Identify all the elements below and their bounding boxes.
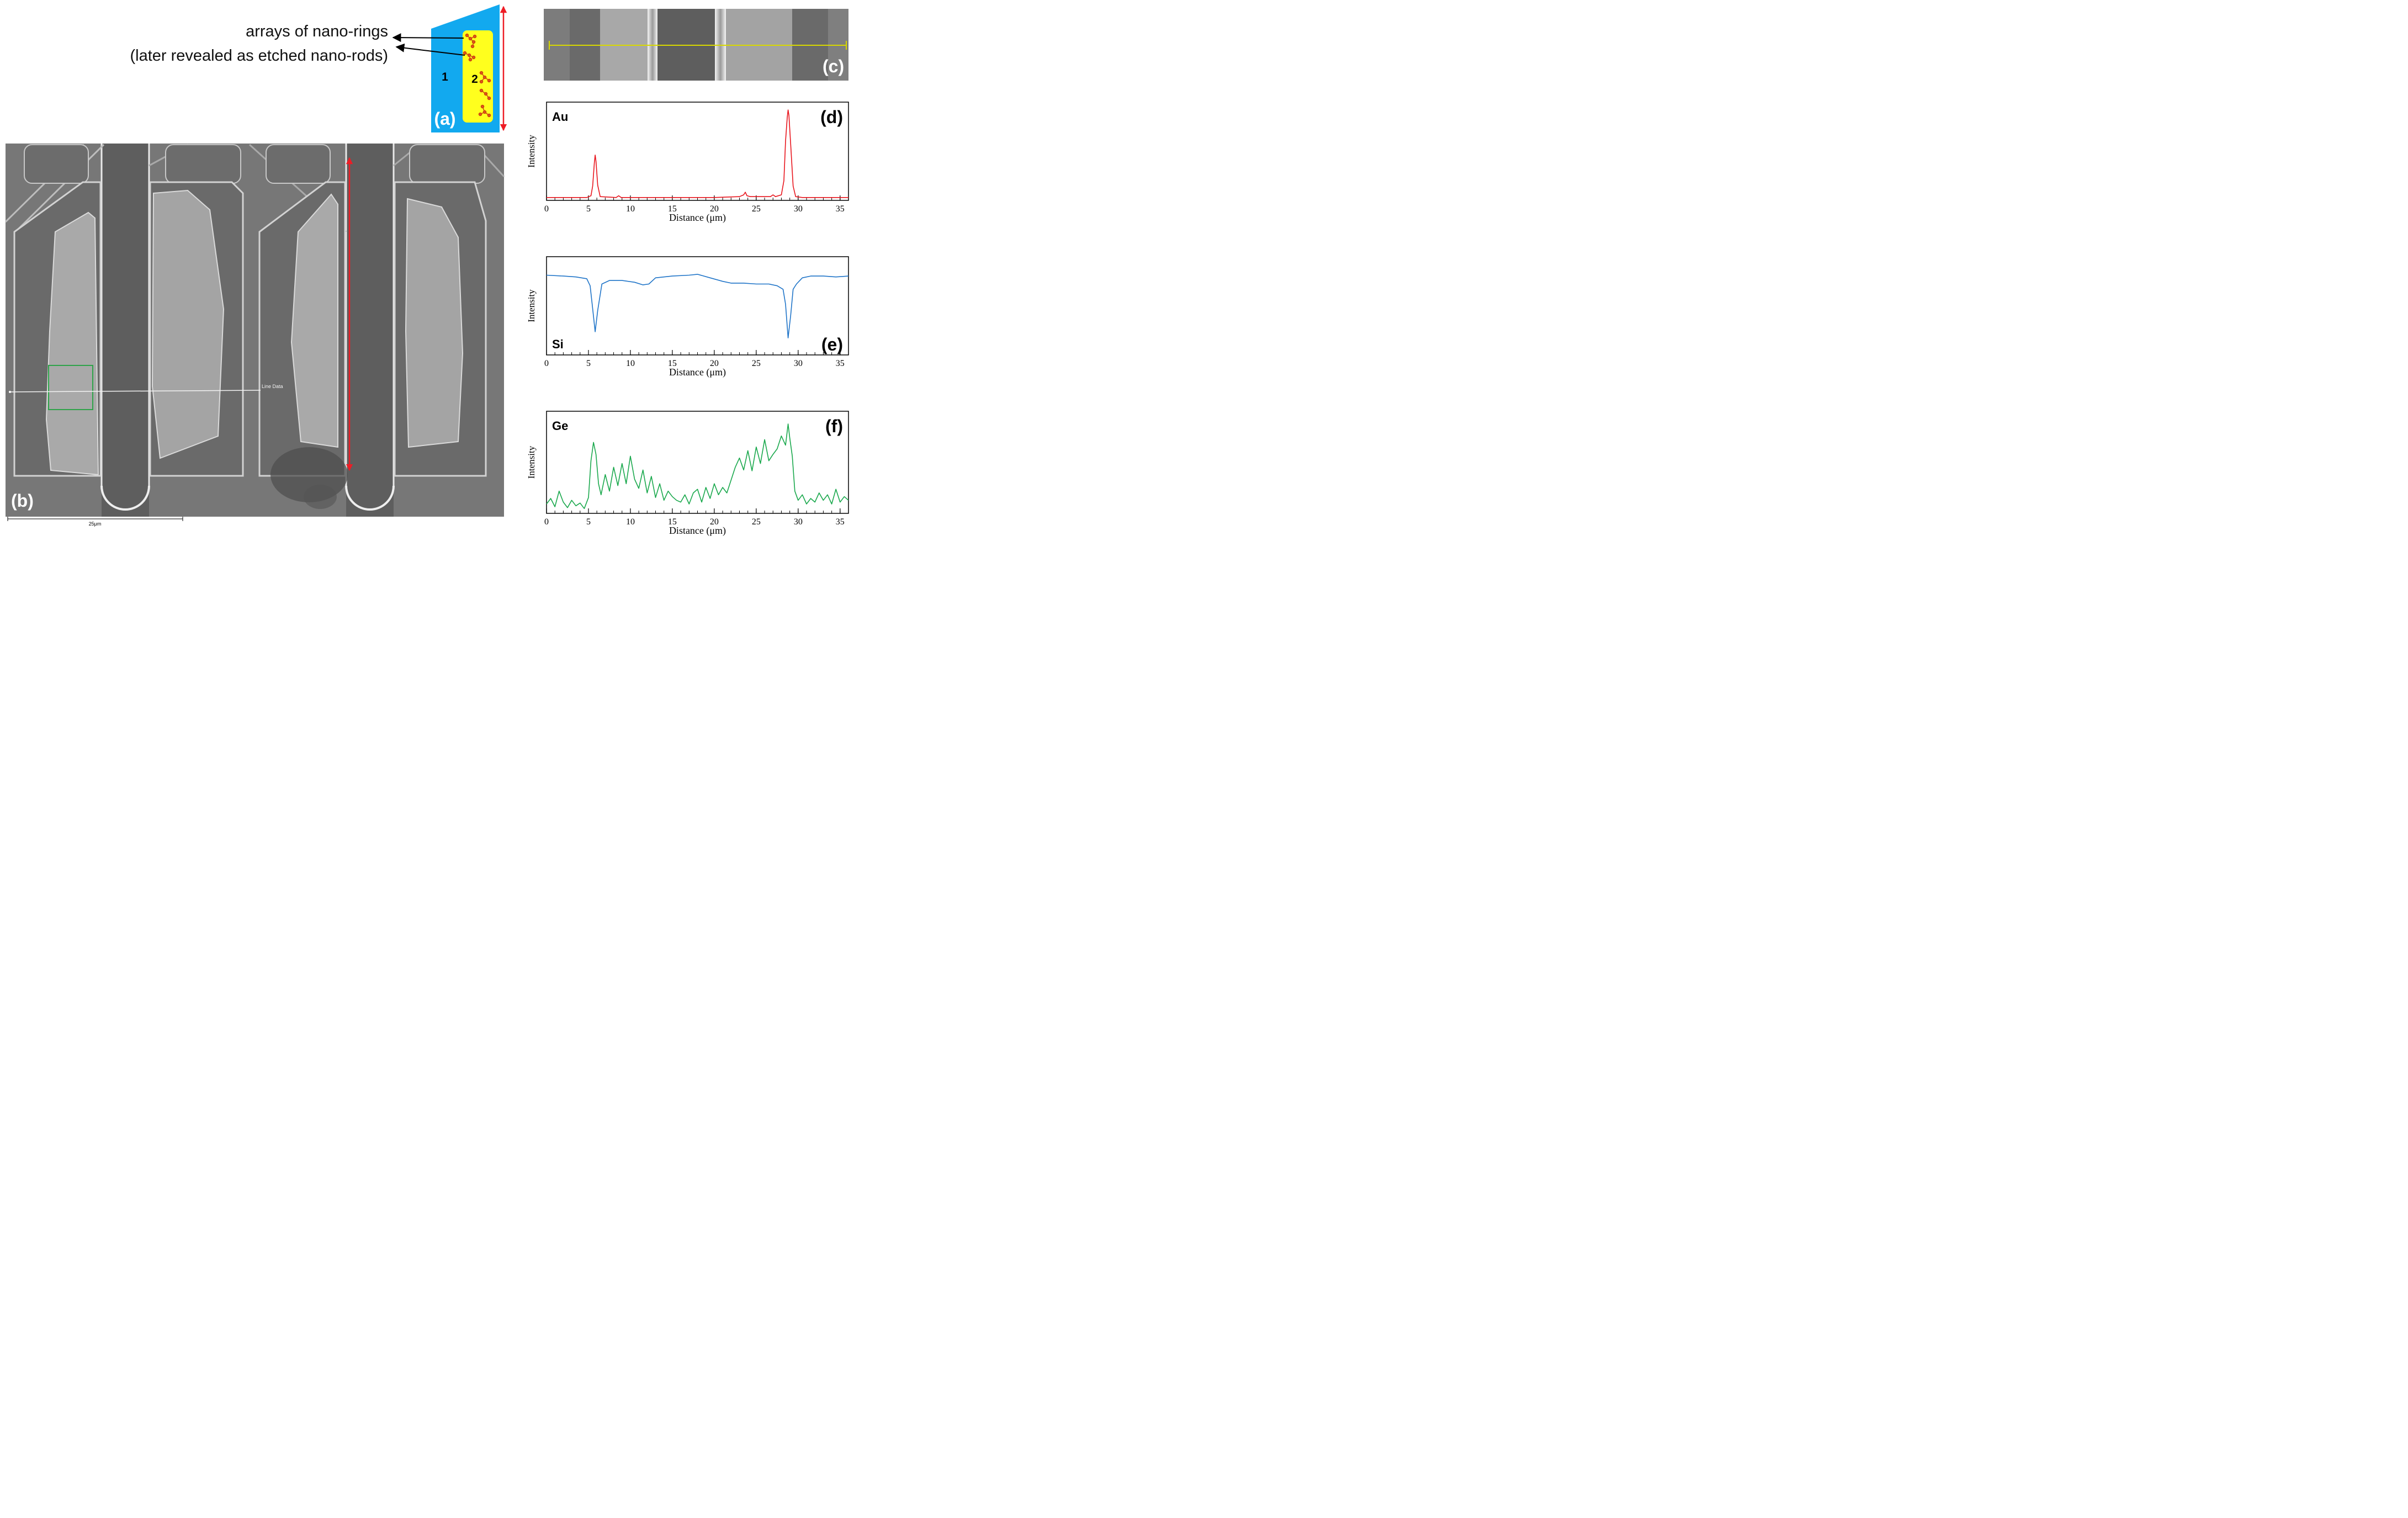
y-axis-label: Intensity [526, 135, 537, 168]
element-label: Ge [552, 419, 568, 433]
x-tick-label: 20 [710, 204, 719, 214]
series-line-ge [546, 423, 849, 509]
panel-c-sem-strip: (c) [544, 9, 848, 81]
x-tick-label: 35 [836, 204, 845, 214]
plot-frame [546, 256, 849, 355]
x-tick-label: 10 [626, 517, 635, 527]
roi-box [48, 365, 93, 410]
panel-b-sem-image: Line Data (b) [4, 144, 505, 517]
panel-a-schematic: arrays of nano-rings (later revealed as … [130, 4, 507, 132]
region-label-1: 1 [442, 71, 448, 83]
x-tick-label: 5 [586, 204, 591, 214]
x-tick-label: 30 [794, 517, 803, 527]
x-tick-label: 25 [752, 204, 761, 214]
x-tick-label: 20 [710, 517, 719, 527]
x-tick-label: 0 [544, 204, 549, 214]
scale-bar: 25μm [7, 517, 183, 527]
nano-ring-cluster [463, 33, 491, 118]
panel-label: (e) [821, 335, 843, 354]
plot-frame [546, 411, 849, 514]
panel-a-label: (a) [434, 109, 455, 129]
au-island-2 [151, 189, 225, 459]
x-axis-label: Distance (μm) [669, 525, 726, 537]
chart-ge: 0 5 10 15 20 25 30 35 Distance (μm) Intensity Ge (f… [526, 411, 849, 537]
au-island-4 [405, 198, 464, 448]
gold-region-2 [463, 30, 493, 123]
x-tick-label: 25 [752, 517, 761, 527]
x-tick-label: 10 [626, 359, 635, 368]
x-tick-label: 0 [544, 517, 549, 527]
panel-label: (d) [820, 107, 843, 127]
series-line-si [546, 274, 849, 339]
chart-au: 0 5 10 15 20 25 30 35 Distance (μm) Intensity Au (d… [526, 102, 849, 224]
figure-canvas: arrays of nano-rings (later revealed as … [4, 4, 849, 537]
annotation-line2: (later revealed as etched nano-rods) [130, 47, 388, 65]
region-label-2: 2 [471, 73, 478, 86]
x-tick-label: 30 [794, 204, 803, 214]
x-tick-label: 10 [626, 204, 635, 214]
x-tick-label: 20 [710, 359, 719, 368]
x-tick-label: 25 [752, 359, 761, 368]
x-tick-label: 35 [836, 359, 845, 368]
line-data-label: Line Data [262, 384, 283, 389]
panel-b-label: (b) [11, 491, 34, 511]
line-scan [9, 390, 261, 392]
x-tick-label: 15 [668, 359, 677, 368]
annotation-arrow-2 [395, 43, 465, 56]
annotation-line1: arrays of nano-rings [246, 23, 388, 40]
x-tick-label: 0 [544, 359, 549, 368]
x-tick-label: 15 [668, 517, 677, 527]
y-axis-label: Intensity [526, 289, 537, 322]
element-label: Si [552, 337, 564, 351]
au-island-1 [45, 211, 99, 476]
x-tick-label: 15 [668, 204, 677, 214]
x-axis-label: Distance (μm) [669, 212, 726, 224]
panel-label: (f) [825, 416, 843, 436]
y-axis-label: Intensity [526, 445, 537, 479]
chart-si: 0 5 10 15 20 25 30 35 Distance (μm) Intensity Si (e… [526, 256, 849, 378]
element-label: Au [552, 110, 568, 124]
x-axis-label: Distance (μm) [669, 367, 726, 378]
plot-frame [546, 102, 849, 201]
x-tick-label: 30 [794, 359, 803, 368]
series-line-au [547, 109, 848, 198]
x-tick-label: 5 [586, 359, 591, 368]
scale-bar-label: 25μm [89, 521, 102, 527]
panel-c-label: (c) [823, 56, 844, 76]
trench-right [346, 144, 394, 517]
au-island-3 [290, 193, 338, 448]
x-tick-label: 35 [836, 517, 845, 527]
trench-left [102, 144, 149, 517]
x-tick-label: 5 [586, 517, 591, 527]
